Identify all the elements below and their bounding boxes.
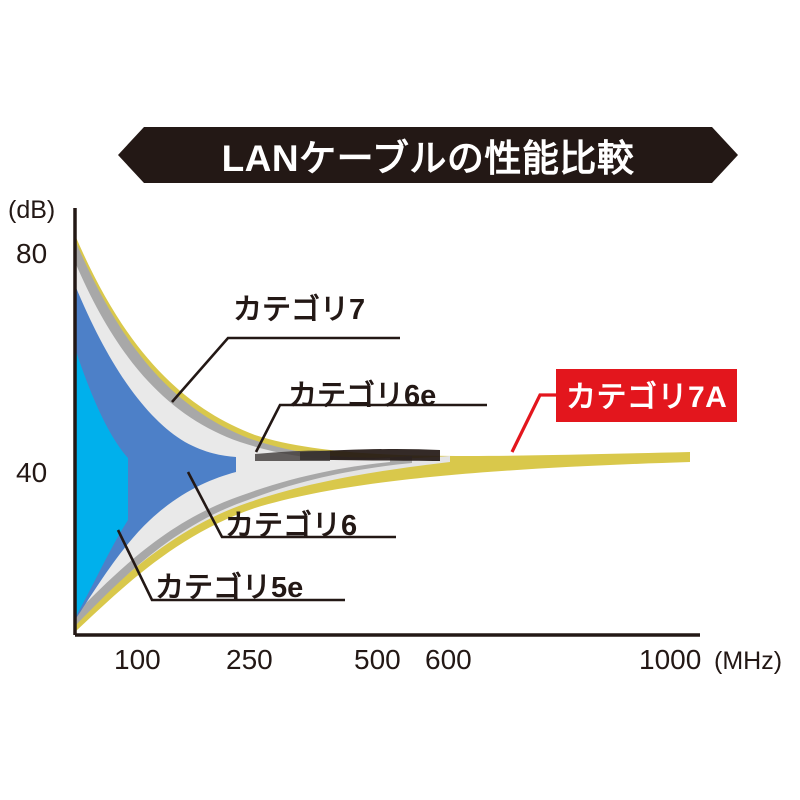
title-banner: LANケーブルの性能比較 <box>118 125 738 185</box>
series-label-cat7: カテゴリ7 <box>233 294 366 326</box>
y-axis-unit-label: (dB) <box>8 196 56 224</box>
banner-hexagon <box>118 127 738 183</box>
series-label-cat6e: カテゴリ6e <box>288 380 437 412</box>
x-axis-tick-600: 600 <box>425 644 472 675</box>
x-axis-tick-500: 500 <box>354 644 401 675</box>
band-core-dark <box>300 448 440 461</box>
leader-line-cat6e <box>254 403 487 453</box>
x-axis-unit-label: (MHz) <box>714 647 783 675</box>
title-banner-shape <box>118 127 738 183</box>
band-core-shade <box>255 450 330 461</box>
series-label-cat6: カテゴリ6 <box>225 510 358 542</box>
series-label-cat7a-highlight: カテゴリ7A <box>556 369 738 422</box>
y-axis-tick-80: 80 <box>16 238 48 269</box>
series-label-cat5e: カテゴリ5e <box>155 572 304 604</box>
leader-line-cat6 <box>186 471 396 539</box>
chart-svg <box>73 208 700 637</box>
x-axis-tick-100: 100 <box>114 644 161 675</box>
leader-line-cat5e <box>116 529 345 602</box>
page-title: LANケーブルの性能比較 <box>221 138 635 179</box>
band-cat7-inner <box>75 262 390 614</box>
chart-canvas <box>0 190 800 660</box>
x-axis-tick-1000: 1000 <box>639 644 702 675</box>
leader-line-cat7 <box>171 336 400 403</box>
y-axis-tick-40: 40 <box>16 457 48 488</box>
x-axis-tick-250: 250 <box>226 644 273 675</box>
band-cat5e <box>75 348 128 618</box>
